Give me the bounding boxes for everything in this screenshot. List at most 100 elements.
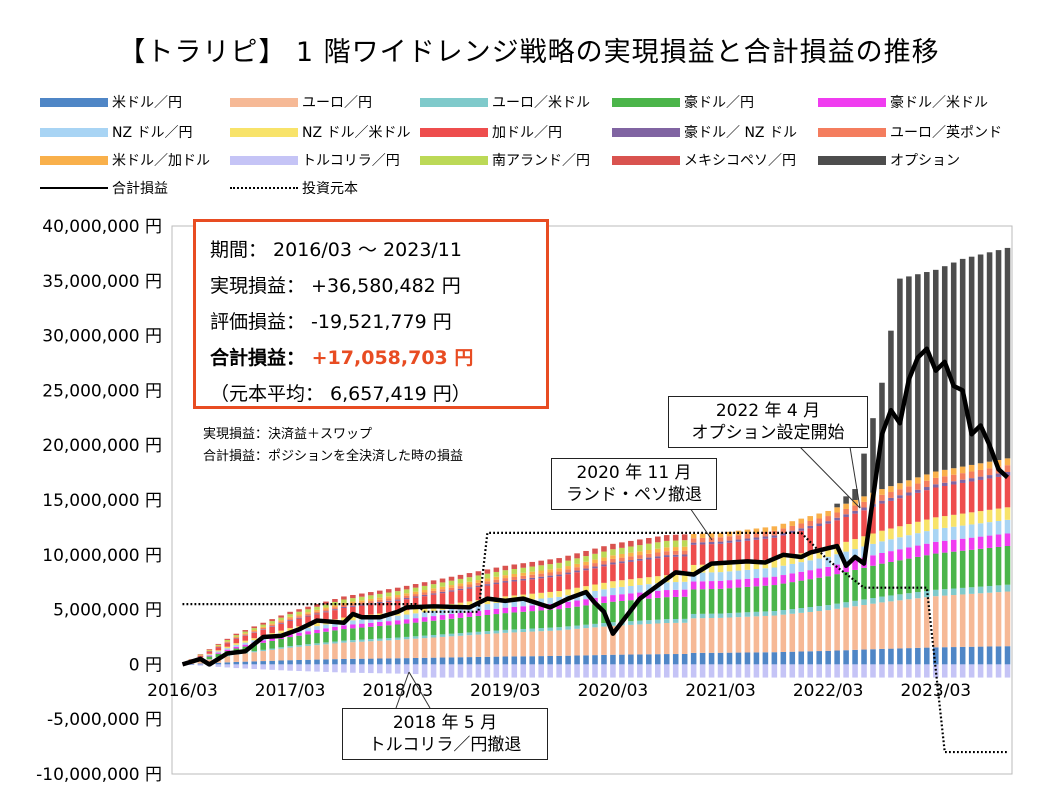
bar-segment [852, 549, 858, 560]
bar-segment [771, 559, 778, 568]
bar-segment [977, 479, 984, 512]
bar-segment [968, 256, 975, 465]
bar-segment [475, 582, 482, 586]
bar-segment [959, 550, 966, 588]
bar-segment [610, 625, 616, 655]
bar-segment [394, 620, 401, 625]
bar-segment [368, 598, 374, 602]
bar-segment [439, 591, 446, 594]
bar-segment [269, 640, 275, 649]
bar-segment [502, 632, 509, 657]
bar-segment [744, 652, 751, 665]
bar-segment [574, 553, 580, 559]
bar-segment [529, 611, 536, 629]
bar-segment [825, 650, 831, 665]
bar-segment [547, 630, 553, 656]
bar-segment [529, 571, 536, 575]
bar-segment [708, 541, 715, 545]
bar-segment [888, 486, 894, 493]
x-tick-label: 2019/03 [470, 681, 541, 701]
bar-segment [780, 583, 787, 611]
legend-item: ユーロ／円 [230, 92, 372, 112]
bar-segment [699, 572, 706, 582]
bar-segment [538, 631, 544, 657]
bar-segment [726, 580, 733, 589]
bar-segment [771, 664, 778, 678]
bar-segment [502, 575, 509, 579]
legend-item: 豪ドル／円 [612, 92, 754, 112]
legend-item: トルコリラ／円 [230, 150, 400, 170]
bar-segment [556, 558, 562, 563]
legend-swatch [420, 155, 488, 165]
bar-segment [959, 513, 966, 526]
bar-segment [502, 607, 509, 614]
bar-segment [681, 556, 688, 575]
bar-segment [663, 555, 670, 558]
bar-segment [690, 572, 697, 582]
legend-label: ユーロ／英ポンド [890, 125, 1002, 141]
bar-segment [278, 647, 284, 649]
bar-segment [601, 560, 607, 565]
bar-segment [941, 664, 948, 678]
bar-segment [493, 630, 500, 634]
bar-segment [968, 593, 975, 647]
bar-segment [439, 664, 446, 678]
bar-segment [376, 640, 383, 659]
bar-segment [834, 564, 840, 575]
bar-segment [278, 630, 284, 634]
bar-segment [932, 589, 939, 597]
bar-segment [681, 550, 688, 555]
legend-item: 加ドル／円 [420, 122, 562, 142]
bar-segment [798, 518, 805, 524]
bar-segment [619, 586, 625, 595]
summary-unrealized: 評価損益： -19,521,779 円 [210, 311, 452, 333]
bar-segment [681, 574, 688, 582]
bar-segment [619, 563, 625, 581]
bar-segment [986, 478, 993, 510]
bar-segment [699, 589, 706, 614]
bar-segment [717, 537, 724, 542]
bar-segment [959, 587, 966, 595]
bar-segment [753, 560, 760, 570]
bar-segment [762, 664, 769, 678]
bar-segment [672, 654, 679, 665]
bar-segment [610, 581, 616, 588]
bar-segment [619, 600, 625, 622]
bar-segment [448, 590, 455, 592]
bar-segment [870, 555, 876, 566]
bar-segment [986, 664, 993, 678]
bar-segment [798, 523, 805, 529]
legend-swatch [40, 187, 108, 189]
bar-segment [717, 652, 724, 665]
bar-segment [359, 596, 365, 601]
bar-segment [986, 252, 993, 462]
bar-segment [341, 658, 347, 665]
bar-segment [251, 661, 258, 665]
bar-segment [1004, 472, 1011, 476]
bar-segment [816, 518, 822, 524]
bar-segment [906, 535, 912, 548]
bar-segment [789, 521, 796, 526]
bar-segment [314, 659, 320, 665]
bar-segment [708, 572, 715, 582]
bar-segment [403, 585, 410, 590]
bar-segment [825, 547, 831, 557]
bar-segment [717, 588, 724, 614]
bar-segment [1004, 465, 1011, 473]
bar-segment [663, 582, 670, 591]
bar-segment [977, 586, 984, 594]
bar-segment [376, 603, 383, 614]
bar-segment [663, 547, 670, 552]
bar-segment [323, 624, 329, 629]
bar-segment [287, 637, 293, 646]
bar-segment [484, 604, 491, 610]
bar-segment [385, 664, 392, 674]
bar-segment [915, 556, 921, 593]
bar-segment [816, 606, 822, 612]
bar-segment [968, 478, 975, 482]
bar-segment [950, 468, 957, 475]
bar-segment [287, 645, 293, 648]
bar-segment [466, 588, 473, 602]
bar-segment [672, 556, 679, 575]
bar-segment [556, 655, 562, 665]
